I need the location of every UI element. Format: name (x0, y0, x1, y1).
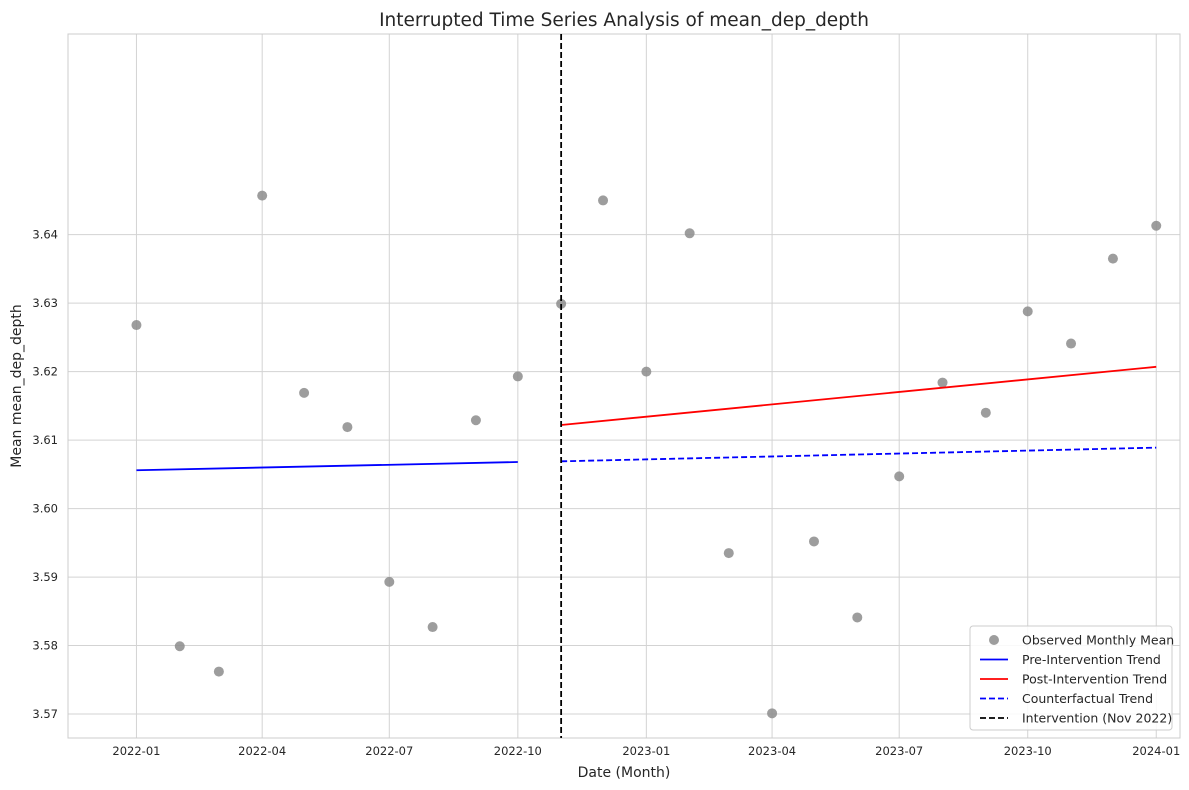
y-tick-label: 3.58 (32, 639, 58, 653)
x-tick-label: 2023-01 (622, 744, 670, 758)
y-axis-label: Mean mean_dep_depth (9, 304, 25, 467)
y-tick-label: 3.57 (32, 707, 58, 721)
observed-point (556, 298, 567, 309)
observed-point (299, 387, 310, 398)
chart-title: Interrupted Time Series Analysis of mean… (379, 10, 869, 31)
y-tick-label: 3.63 (32, 296, 58, 310)
y-tick-label: 3.61 (32, 433, 58, 447)
x-tick-label: 2022-07 (365, 744, 413, 758)
x-tick-label: 2023-10 (1004, 744, 1052, 758)
observed-point (723, 548, 734, 559)
observed-point (598, 195, 609, 206)
observed-point (684, 228, 695, 239)
y-tick-label: 3.62 (32, 365, 58, 379)
observed-point (1066, 338, 1077, 349)
observed-point (257, 190, 268, 201)
x-tick-label: 2024-01 (1132, 744, 1180, 758)
y-tick-label: 3.59 (32, 570, 58, 584)
legend-label: Intervention (Nov 2022) (1022, 711, 1172, 726)
y-tick-label: 3.60 (32, 502, 58, 516)
observed-point (342, 422, 353, 433)
observed-point (512, 371, 523, 382)
x-tick-label: 2023-04 (748, 744, 796, 758)
observed-point (980, 407, 991, 418)
plot-area (68, 34, 1180, 738)
series-layer (131, 34, 1162, 738)
observed-point (767, 708, 778, 719)
legend: Observed Monthly Mean Pre-Intervention Tr… (969, 625, 1174, 731)
x-tick-label: 2022-10 (494, 744, 542, 758)
pre-intervention-trend-line (136, 461, 518, 472)
plot-frame (67, 33, 1181, 739)
x-tick-label: 2023-07 (875, 744, 923, 758)
observed-point (427, 622, 438, 633)
counterfactual-trend-line (561, 446, 1157, 463)
observed-point (937, 377, 948, 388)
observed-point (174, 641, 185, 652)
legend-label: Post-Intervention Trend (1022, 672, 1167, 687)
y-tick-label: 3.64 (32, 228, 58, 242)
tick-labels: 2022-01 2022-04 2022-07 2022-10 2023-01 2023-… (32, 228, 1180, 758)
legend-box (969, 625, 1173, 731)
legend-marker (989, 635, 999, 645)
x-axis-label: Date (Month) (578, 765, 671, 781)
observed-point (894, 471, 905, 482)
x-tick-label: 2022-04 (238, 744, 286, 758)
x-tick-label: 2022-01 (112, 744, 160, 758)
legend-label: Pre-Intervention Trend (1022, 652, 1161, 667)
observed-point (1107, 253, 1118, 264)
observed-point (1151, 220, 1162, 231)
post-intervention-trend-line (561, 365, 1157, 426)
observed-point (852, 612, 863, 623)
observed-point (384, 576, 395, 587)
observed-point (213, 666, 224, 677)
observed-point (131, 320, 142, 331)
observed-point (470, 415, 481, 426)
observed-point (1022, 306, 1033, 317)
legend-label: Counterfactual Trend (1022, 691, 1153, 706)
observed-point (808, 536, 819, 547)
observed-point (641, 366, 652, 377)
legend-label: Observed Monthly Mean (1022, 633, 1174, 648)
